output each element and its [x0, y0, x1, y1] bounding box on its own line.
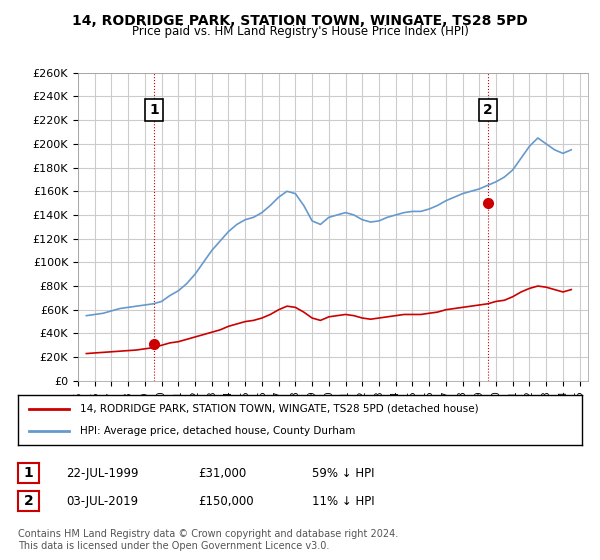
Text: 1: 1	[23, 466, 34, 480]
Text: HPI: Average price, detached house, County Durham: HPI: Average price, detached house, Coun…	[80, 426, 355, 436]
Text: 11% ↓ HPI: 11% ↓ HPI	[312, 494, 374, 508]
Text: 2: 2	[23, 494, 34, 508]
Text: 2: 2	[483, 103, 493, 117]
Text: £31,000: £31,000	[198, 466, 246, 480]
Text: Price paid vs. HM Land Registry's House Price Index (HPI): Price paid vs. HM Land Registry's House …	[131, 25, 469, 38]
Text: Contains HM Land Registry data © Crown copyright and database right 2024.
This d: Contains HM Land Registry data © Crown c…	[18, 529, 398, 551]
Text: 1: 1	[149, 103, 159, 117]
Text: 22-JUL-1999: 22-JUL-1999	[66, 466, 139, 480]
Text: 59% ↓ HPI: 59% ↓ HPI	[312, 466, 374, 480]
Text: £150,000: £150,000	[198, 494, 254, 508]
Text: 14, RODRIDGE PARK, STATION TOWN, WINGATE, TS28 5PD (detached house): 14, RODRIDGE PARK, STATION TOWN, WINGATE…	[80, 404, 479, 414]
Text: 03-JUL-2019: 03-JUL-2019	[66, 494, 138, 508]
Text: 14, RODRIDGE PARK, STATION TOWN, WINGATE, TS28 5PD: 14, RODRIDGE PARK, STATION TOWN, WINGATE…	[72, 14, 528, 28]
